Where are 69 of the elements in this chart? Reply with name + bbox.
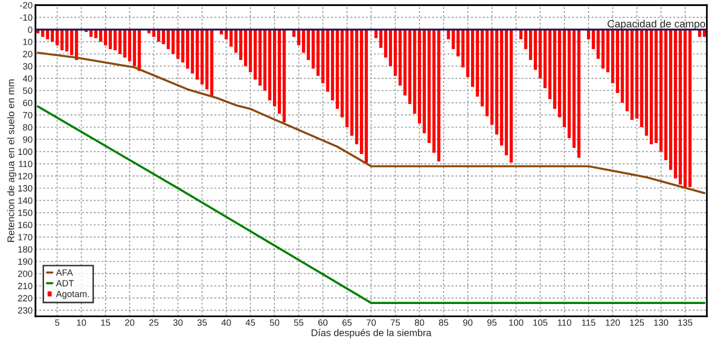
- x-tick-label: 125: [630, 319, 644, 326]
- x-axis-title: Días después de la siembra: [312, 328, 432, 338]
- y-tick-label: 120: [18, 172, 32, 180]
- y-tick-label: -20: [20, 2, 32, 8]
- y-tick-label: 90: [23, 136, 32, 143]
- y-tick-label: 60: [23, 100, 32, 106]
- y-tick-label: 150: [18, 210, 32, 216]
- x-tick-label: 15: [101, 319, 110, 326]
- x-tick-label: 115: [582, 319, 596, 326]
- y-tick-label: 190: [18, 258, 32, 265]
- y-axis-title: Retencion de agua en el suelo en mm: [7, 79, 16, 242]
- x-tick-label: 75: [390, 319, 400, 326]
- x-tick-label: 135: [678, 319, 692, 326]
- y-tick-label: 170: [18, 234, 32, 240]
- x-tick-label: 30: [173, 319, 183, 326]
- y-tick-label: 70: [23, 112, 32, 118]
- legend-label: ADT: [56, 280, 74, 286]
- y-tick-label: 110: [18, 160, 32, 168]
- x-tick-label: 80: [414, 319, 424, 326]
- y-tick-label: 140: [18, 197, 32, 204]
- x-tick-label: 45: [246, 319, 256, 326]
- bar: [577, 30, 580, 158]
- y-tick-label: 20: [23, 50, 32, 58]
- y-tick-label: 160: [18, 222, 32, 228]
- x-tick-label: 105: [533, 319, 548, 326]
- y-tick-label: 100: [18, 148, 32, 155]
- bar: [688, 30, 692, 187]
- x-tick-label: 60: [318, 319, 328, 326]
- bar: [345, 30, 349, 128]
- x-tick-label: 25: [149, 319, 158, 326]
- y-tick-label: 30: [22, 63, 32, 70]
- x-tick-label: 5: [55, 319, 60, 326]
- y-tick-label: 80: [23, 124, 32, 131]
- bar: [104, 30, 108, 46]
- x-tick-label: 20: [125, 319, 134, 326]
- y-tick-label: 230: [18, 307, 32, 314]
- x-tick-label: 40: [221, 319, 231, 326]
- line-series: [36, 105, 706, 304]
- legend-label: Agotam.: [56, 290, 89, 299]
- y-tick-label: 130: [18, 185, 32, 192]
- x-tick-label: 35: [197, 319, 207, 326]
- y-tick-label: 180: [18, 246, 32, 253]
- x-tick-label: 55: [294, 319, 304, 326]
- x-tick-label: 70: [366, 319, 376, 326]
- x-tick-label: 100: [509, 319, 524, 326]
- x-tick-label: 120: [606, 319, 620, 326]
- x-tick-label: 50: [270, 319, 280, 326]
- bar: [364, 30, 368, 163]
- x-tick-label: 110: [558, 319, 572, 326]
- y-tick-label: 50: [22, 88, 32, 94]
- y-tick-label: 0: [28, 26, 32, 33]
- line-series: [36, 52, 706, 194]
- y-tick-label: 40: [22, 75, 32, 82]
- x-tick-label: 10: [77, 319, 86, 326]
- y-tick-label: 10: [23, 38, 32, 46]
- y-tick-label: 200: [18, 270, 32, 277]
- y-tick-label: 220: [18, 295, 32, 302]
- y-tick-label: -10: [20, 14, 32, 21]
- y-tick-label: 210: [18, 282, 32, 290]
- bar: [630, 30, 634, 120]
- ref-line-label: Capacidad de campo: [608, 20, 706, 30]
- bar: [360, 30, 364, 154]
- x-tick-label: 95: [487, 319, 497, 326]
- x-tick-label: 85: [438, 319, 448, 326]
- x-tick-label: 65: [342, 319, 352, 326]
- x-tick-label: 90: [463, 319, 472, 326]
- x-tick-label: 130: [654, 319, 668, 326]
- legend-label: AFA: [56, 269, 74, 276]
- bar: [644, 30, 648, 136]
